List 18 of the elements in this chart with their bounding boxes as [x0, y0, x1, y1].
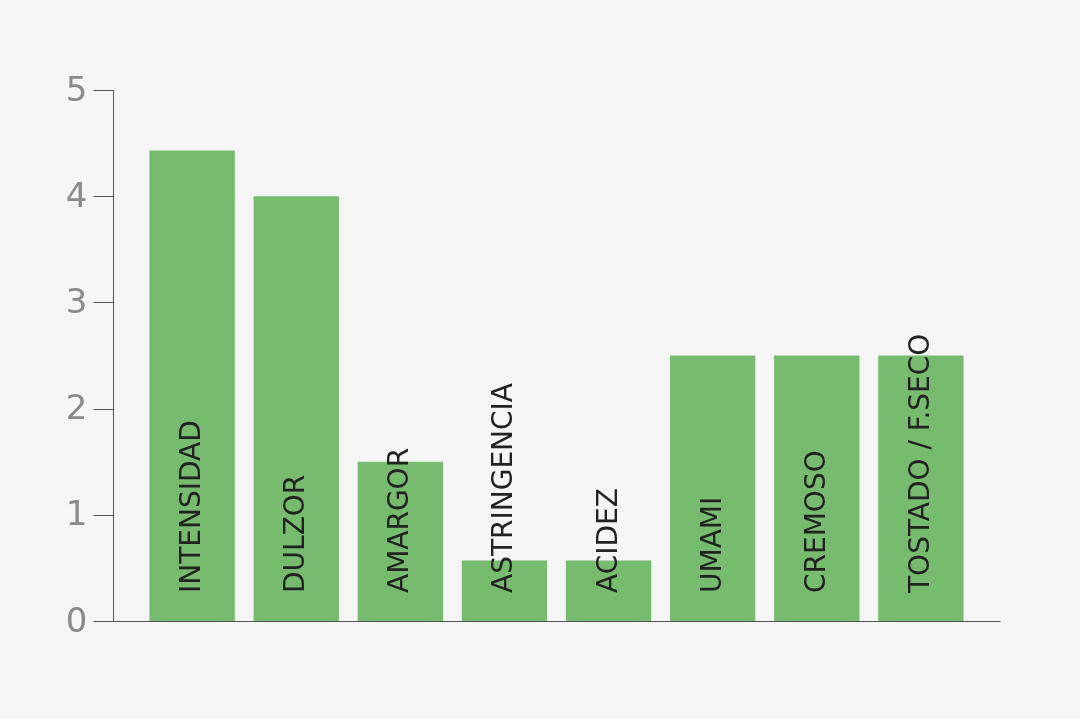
y-tick-label: 5 [65, 68, 88, 109]
x-tick-label: INTENSIDAD [174, 420, 208, 593]
y-tick-label: 2 [65, 387, 88, 428]
bar [253, 196, 339, 621]
x-tick-label: CREMOSO [798, 450, 832, 593]
x-tick-label: UMAMI [694, 496, 728, 593]
bar [149, 150, 235, 621]
y-tick-label: 4 [65, 174, 88, 215]
x-tick-label: ACIDEZ [590, 488, 624, 593]
y-tick-label: 0 [65, 599, 88, 640]
x-tick-label: TOSTADO / F.SECO [902, 333, 936, 594]
x-tick-label: AMARGOR [382, 447, 416, 593]
x-tick-label: DULZOR [278, 474, 312, 593]
bar [774, 355, 860, 621]
y-tick-label: 1 [65, 493, 88, 534]
y-tick-label: 3 [65, 280, 88, 321]
bar [669, 355, 756, 621]
x-tick-label: ASTRINGENCIA [486, 383, 520, 593]
